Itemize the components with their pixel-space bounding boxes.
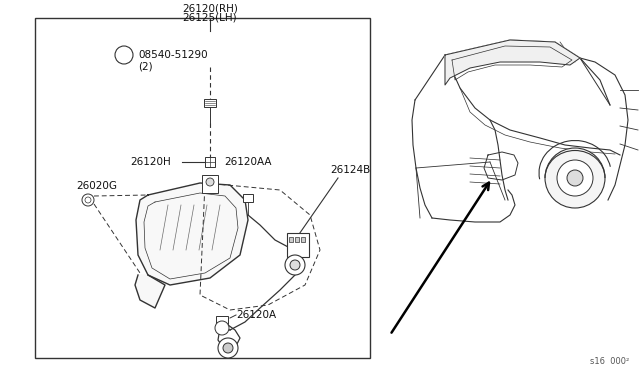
Text: 08540-51290: 08540-51290	[138, 50, 207, 60]
Bar	[301, 237, 305, 242]
Bar	[287, 233, 309, 257]
Circle shape	[223, 343, 233, 353]
Circle shape	[567, 170, 583, 186]
Circle shape	[82, 194, 94, 206]
Text: 26120H: 26120H	[130, 157, 171, 167]
Polygon shape	[135, 275, 165, 308]
Bar	[243, 194, 253, 202]
Polygon shape	[136, 183, 248, 285]
Text: 26020G: 26020G	[76, 181, 117, 191]
Text: (2): (2)	[138, 61, 152, 71]
Bar	[295, 237, 299, 242]
Circle shape	[290, 260, 300, 270]
Polygon shape	[445, 40, 580, 85]
Circle shape	[115, 46, 133, 64]
Text: 26124B: 26124B	[330, 165, 371, 175]
Circle shape	[206, 178, 214, 186]
Bar	[202, 175, 218, 193]
Text: s16  000²: s16 000²	[590, 357, 629, 366]
Bar	[204, 99, 216, 107]
Bar	[216, 316, 228, 324]
Bar	[289, 237, 293, 242]
Circle shape	[545, 148, 605, 208]
Bar	[205, 157, 215, 167]
Circle shape	[285, 255, 305, 275]
Text: 26125(LH): 26125(LH)	[182, 12, 237, 22]
Circle shape	[218, 338, 238, 358]
Bar	[35, 18, 370, 358]
Text: 26120A: 26120A	[236, 310, 276, 320]
Circle shape	[85, 197, 91, 203]
Text: S: S	[122, 51, 127, 60]
Text: 26120(RH): 26120(RH)	[182, 3, 238, 13]
Text: 26120AA: 26120AA	[224, 157, 271, 167]
Circle shape	[557, 160, 593, 196]
Circle shape	[215, 321, 229, 335]
